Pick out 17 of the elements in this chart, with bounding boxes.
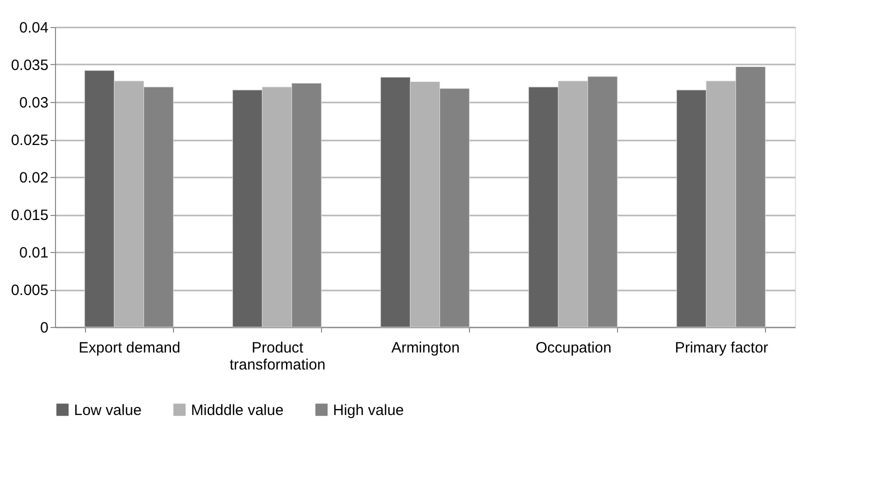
x-tick-label: Export demand bbox=[78, 340, 180, 356]
x-tick-label: Product transformation bbox=[230, 340, 326, 374]
legend-label: High value bbox=[333, 402, 404, 419]
y-tick-label: 0.01 bbox=[19, 244, 48, 262]
x-tick-label: Primary factor bbox=[674, 340, 768, 356]
y-tick-label: 0.04 bbox=[19, 20, 48, 36]
y-tick-label: 0 bbox=[40, 320, 48, 336]
x-tick-label: Armington bbox=[391, 340, 460, 356]
y-tick-label: 0.015 bbox=[10, 207, 48, 224]
y-tick-label: 0.03 bbox=[19, 94, 48, 112]
legend-label: Low value bbox=[74, 402, 142, 419]
y-tick-label: 0.02 bbox=[19, 170, 48, 186]
x-tick-label: Occupation bbox=[536, 340, 612, 356]
y-tick-label: 0.035 bbox=[10, 57, 48, 74]
y-tick-label: 0.005 bbox=[10, 282, 48, 299]
y-tick-label: 0.025 bbox=[10, 132, 48, 149]
legend-label: Midddle value bbox=[191, 402, 284, 419]
